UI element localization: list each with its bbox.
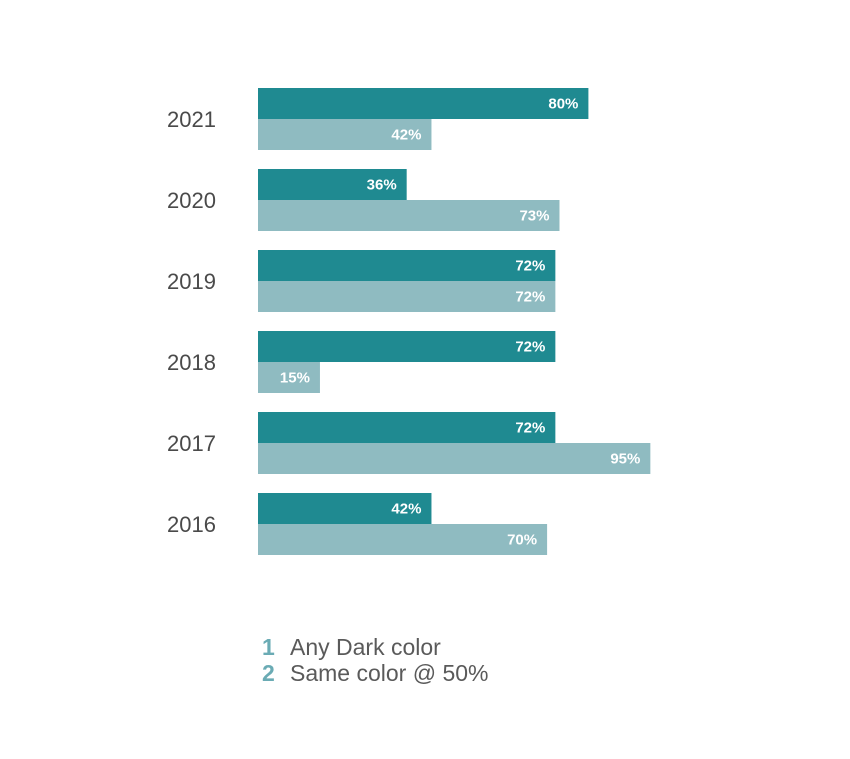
data-label-2020-series-2: 73% [519, 208, 549, 225]
legend-number-1: 1 [262, 634, 290, 660]
year-label-2019: 2019 [167, 269, 216, 294]
year-label-2018: 2018 [167, 350, 216, 375]
bar-2016-series-2 [258, 524, 547, 555]
year-label-2020: 2020 [167, 188, 216, 213]
data-label-2017-series-2: 95% [610, 451, 640, 468]
bar-2020-series-2 [258, 200, 559, 231]
legend-item-2: 2 Same color @ 50% [262, 660, 489, 686]
legend-item-1: 1 Any Dark color [262, 634, 489, 660]
data-label-2020-series-1: 36% [367, 177, 397, 194]
data-label-2021-series-1: 80% [548, 96, 578, 113]
data-label-2016-series-2: 70% [507, 532, 537, 549]
year-label-2017: 2017 [167, 431, 216, 456]
data-label-2018-series-2: 15% [280, 370, 310, 387]
bar-2017-series-1 [258, 412, 555, 443]
legend-label-1: Any Dark color [290, 634, 441, 660]
bar-2021-series-1 [258, 88, 588, 119]
bar-2017-series-2 [258, 443, 650, 474]
bar-2019-series-1 [258, 250, 555, 281]
data-label-2017-series-1: 72% [515, 420, 545, 437]
data-label-2021-series-2: 42% [391, 127, 421, 144]
data-label-2019-series-1: 72% [515, 258, 545, 275]
legend: 1 Any Dark color 2 Same color @ 50% [262, 634, 489, 686]
data-label-2018-series-1: 72% [515, 339, 545, 356]
legend-label-2: Same color @ 50% [290, 660, 489, 686]
bar-2018-series-1 [258, 331, 555, 362]
bar-2019-series-2 [258, 281, 555, 312]
data-label-2019-series-2: 72% [515, 289, 545, 306]
data-label-2016-series-1: 42% [391, 501, 421, 518]
legend-number-2: 2 [262, 660, 290, 686]
year-label-2021: 2021 [167, 107, 216, 132]
year-label-2016: 2016 [167, 512, 216, 537]
